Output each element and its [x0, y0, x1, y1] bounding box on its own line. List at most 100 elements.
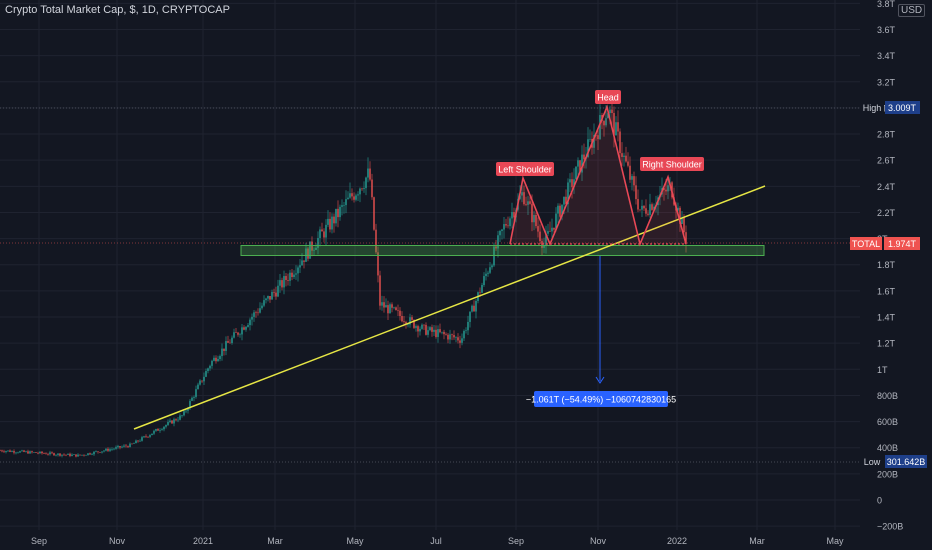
candle-body — [467, 321, 469, 331]
candle-body — [569, 179, 571, 183]
candle-body — [1, 450, 3, 452]
measure-arrow-head — [595, 376, 605, 384]
candle-body — [345, 199, 347, 206]
candle-body — [51, 452, 53, 454]
y-tick-label: 600B — [877, 417, 898, 427]
candle-body — [561, 204, 563, 217]
head-and-shoulders-fill — [510, 107, 686, 244]
candle-body — [407, 324, 409, 326]
candle-body — [385, 305, 387, 308]
candle-body — [635, 185, 637, 200]
right-shoulder-label-text: Right Shoulder — [642, 160, 702, 170]
candle-body — [347, 197, 349, 200]
candle-body — [401, 316, 403, 322]
candle-body — [61, 454, 63, 456]
candle-body — [213, 357, 215, 361]
candle-body — [191, 397, 193, 401]
head-and-shoulders-pattern[interactable] — [509, 104, 687, 247]
candle-body — [171, 420, 173, 424]
candle-body — [231, 337, 233, 343]
candle-body — [463, 330, 465, 339]
y-tick-label: 1.6T — [877, 286, 896, 296]
candle-body — [281, 280, 283, 288]
candle-body — [667, 185, 669, 192]
candle-body — [491, 265, 493, 268]
candle-body — [475, 300, 477, 312]
candle-body — [11, 451, 13, 452]
measure-label-text: −1.061T (−54.49%) −1060742830165 — [526, 395, 676, 405]
candle-body — [465, 330, 467, 331]
candle-body — [287, 280, 289, 281]
candle-body — [605, 118, 607, 126]
candle-body — [211, 360, 213, 366]
candle-body — [437, 329, 439, 337]
candle-body — [141, 437, 143, 441]
candle-body — [665, 189, 667, 192]
candle-body — [195, 389, 197, 397]
candle-body — [137, 440, 139, 442]
candle-body — [107, 448, 109, 451]
candle-body — [405, 322, 407, 325]
candle-body — [641, 205, 643, 210]
trendline[interactable] — [133, 185, 766, 430]
candle-body — [593, 135, 595, 148]
left-shoulder-label[interactable]: Left Shoulder — [496, 162, 554, 176]
price-axis[interactable]: 3.8T3.6T3.4T3.2T3T2.8T2.6T2.4T2.2T2T1.8T… — [877, 0, 903, 532]
candle-body — [403, 321, 405, 323]
candle-body — [413, 319, 415, 328]
x-tick-label: Sep — [31, 536, 47, 546]
candle-body — [165, 424, 167, 427]
candle-body — [289, 272, 291, 281]
x-tick-label: Mar — [267, 536, 283, 546]
candle-body — [509, 218, 511, 227]
candle-body — [9, 450, 11, 452]
candle-body — [291, 272, 293, 278]
time-axis[interactable]: Sep Nov 2021 Mar May Jul Sep Nov 2022 Mar May — [31, 536, 844, 546]
candle-body — [93, 451, 95, 455]
candle-body — [201, 380, 203, 382]
y-tick-label: 3.8T — [877, 0, 896, 9]
candle-body — [161, 429, 163, 430]
candle-body — [379, 275, 381, 306]
right-shoulder-label[interactable]: Right Shoulder — [640, 157, 704, 171]
candle-body — [391, 304, 393, 308]
candle-body — [279, 280, 281, 286]
candle-body — [59, 453, 61, 456]
candle-body — [495, 246, 497, 249]
candle-body — [39, 451, 41, 454]
candle-body — [543, 245, 545, 248]
candle-body — [431, 327, 433, 332]
currency-button[interactable]: USD — [898, 4, 926, 17]
candle-body — [357, 194, 359, 196]
candle-body — [429, 327, 431, 331]
candle-body — [453, 335, 455, 338]
y-tick-label: 3.6T — [877, 25, 896, 35]
x-tick-label: Mar — [749, 536, 765, 546]
candle-body — [159, 429, 161, 431]
candle-body — [507, 225, 509, 227]
head-label[interactable]: Head — [595, 90, 621, 104]
candle-body — [7, 450, 9, 452]
candle-body — [73, 454, 75, 455]
candle-body — [681, 217, 683, 224]
candle-body — [441, 331, 443, 333]
candle-body — [579, 160, 581, 173]
candle-body — [23, 450, 25, 452]
measure-label[interactable]: −1.061T (−54.49%) −1060742830165 — [526, 391, 676, 407]
x-tick-label: May — [826, 536, 844, 546]
low-badge-value: 301.642B — [887, 457, 926, 467]
candle-body — [179, 415, 181, 420]
candle-body — [531, 203, 533, 223]
candle-body — [387, 305, 389, 314]
grid-lines — [0, 0, 860, 530]
candle-body — [487, 272, 489, 274]
y-tick-label: 800B — [877, 391, 898, 401]
candle-body — [479, 292, 481, 293]
candle-body — [71, 454, 73, 456]
support-zone[interactable] — [240, 245, 765, 256]
candle-body — [633, 176, 635, 186]
candle-body — [121, 446, 123, 448]
candle-body — [617, 122, 619, 132]
candle-body — [513, 212, 515, 218]
